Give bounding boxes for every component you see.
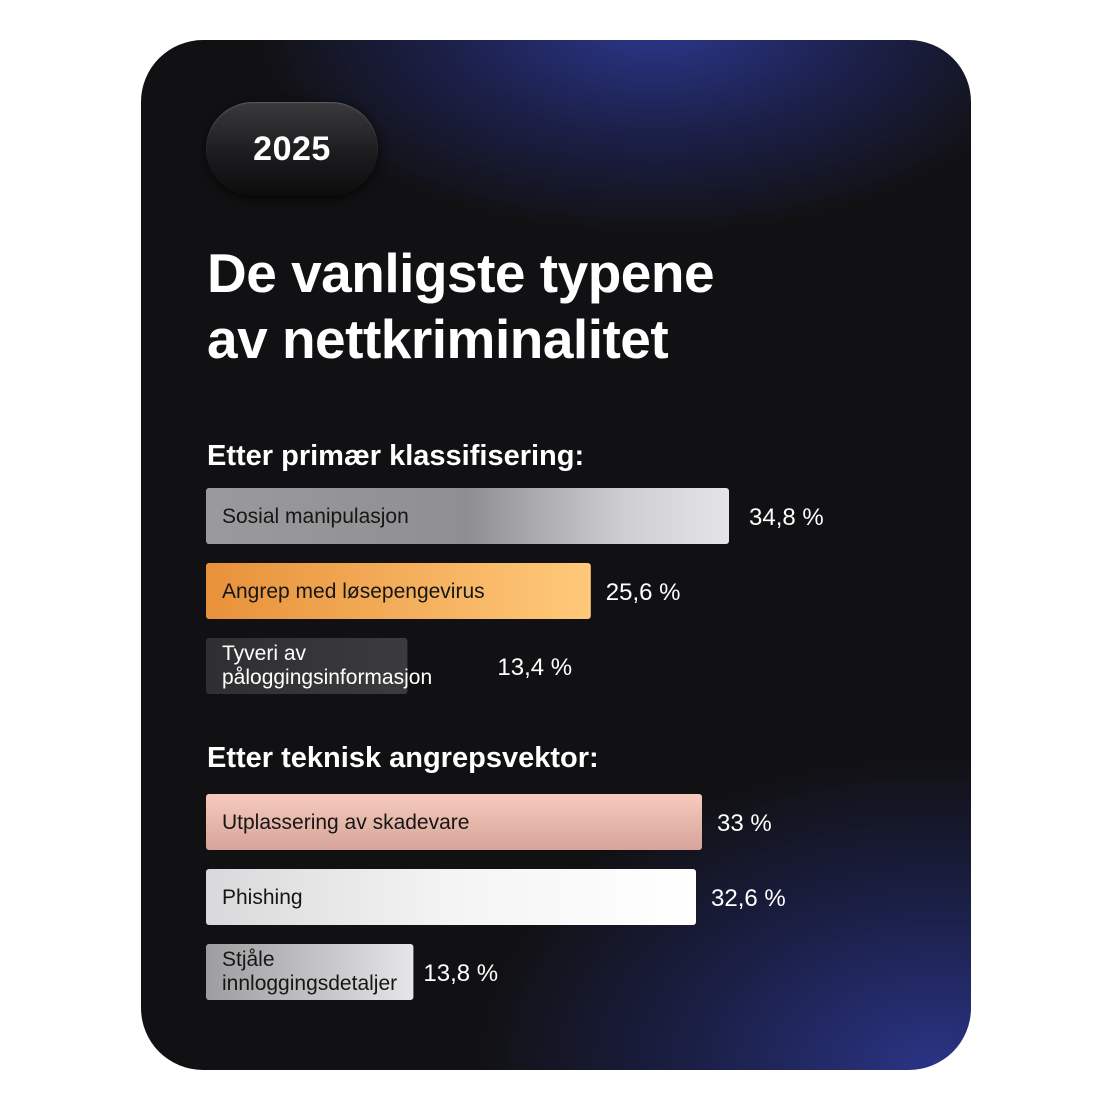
bar-0-2 (206, 638, 408, 694)
bar-0-1 (206, 563, 591, 619)
bar-label-1-1: Phishing (222, 886, 303, 909)
bar-1-0 (206, 794, 702, 850)
bar-label-1-0: Utplassering av skadevare (222, 811, 469, 834)
bar-label-0-0: Sosial manipulasjon (222, 505, 409, 528)
section-title-primary: Etter primær klassifisering: (207, 440, 585, 472)
title-line-2: av nettkriminalitet (207, 308, 669, 370)
title-line-1: De vanligste typene (207, 242, 715, 304)
value-label-1-1: 32,6 % (711, 885, 786, 912)
section-title-vector: Etter teknisk angrepsvektor: (207, 742, 599, 774)
page-title: De vanligste typene av nettkriminalitet (207, 240, 927, 372)
bar-label-1-2: Stjåle innloggingsdetaljer (222, 948, 397, 995)
value-label-0-2: 13,4 % (497, 654, 572, 681)
bar-1-2 (206, 944, 414, 1000)
bar-chart: Sosial manipulasjon 34,8 % Angrep med løse… (206, 488, 824, 1000)
value-label-0-0: 34,8 % (749, 504, 824, 531)
bar-1-1 (206, 869, 696, 925)
year-badge: 2025 (206, 102, 378, 196)
value-label-0-1: 25,6 % (606, 579, 681, 606)
bar-0-0 (206, 488, 729, 544)
value-label-1-2: 13,8 % (423, 960, 498, 987)
value-label-1-0: 33 % (717, 810, 772, 837)
bar-label-0-2: Tyveri av påloggingsinformasjon (222, 642, 432, 689)
bar-label-0-1: Angrep med løsepengevirus (222, 580, 485, 603)
infographic-card: 2025 De vanligste typene av nettkriminal… (141, 40, 971, 1070)
